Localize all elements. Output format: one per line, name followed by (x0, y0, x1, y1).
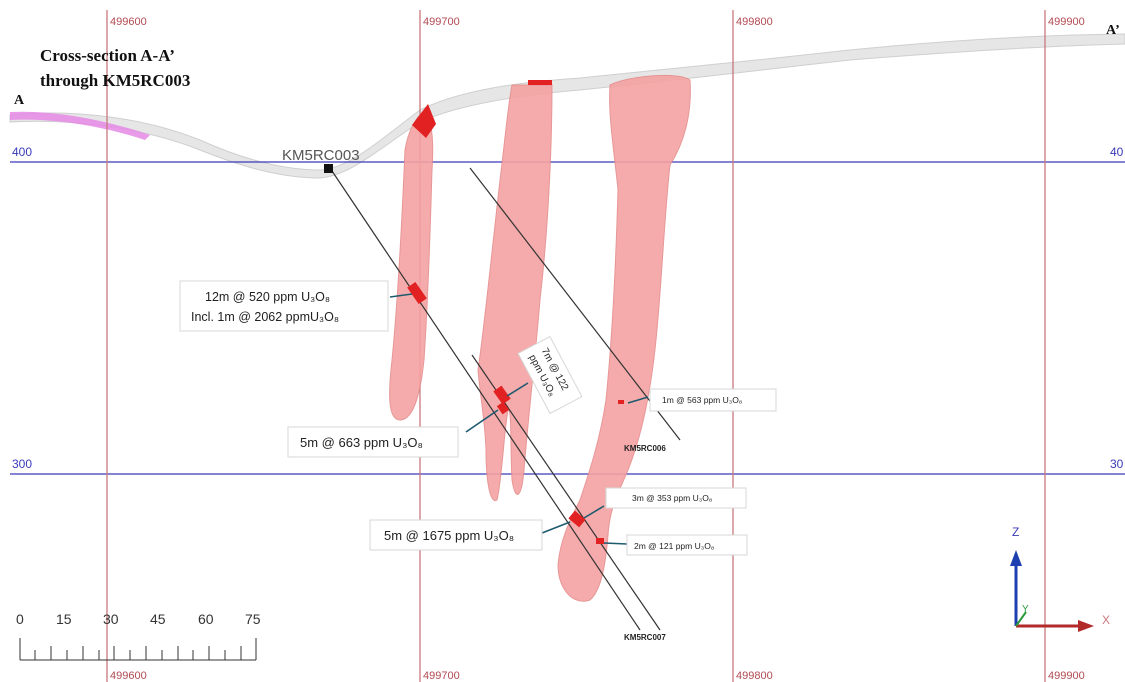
intercept-marker (496, 401, 510, 415)
high-grade-zone (412, 104, 436, 138)
section-end-label: A’ (1106, 23, 1120, 38)
elevation-label-300: 300 (12, 457, 32, 471)
easting-label-bottom: 499900 (1048, 670, 1085, 682)
section-start-label: A (14, 93, 25, 108)
svg-text:Incl. 1m @ 2062 ppmU₃O₈: Incl. 1m @ 2062 ppmU₃O₈ (191, 310, 339, 324)
mineralised-body-west (389, 109, 434, 421)
svg-text:2m @ 121 ppm U₃O₈: 2m @ 121 ppm U₃O₈ (634, 541, 715, 551)
intercept-callout: 2m @ 121 ppm U₃O₈ (626, 534, 748, 556)
intercept-marker (596, 538, 604, 544)
scale-label: 60 (198, 611, 214, 627)
collar-marker (324, 164, 333, 173)
topographic-surface (9, 33, 1125, 179)
surface-highlight (10, 111, 150, 140)
svg-text:5m @ 663 ppm U₃O₈: 5m @ 663 ppm U₃O₈ (300, 435, 423, 450)
mineralised-body-central (477, 84, 553, 502)
easting-label-top: 499900 (1048, 16, 1085, 28)
intercept-callout: 1m @ 563 ppm U₃O₈ (649, 388, 777, 412)
elevation-label-right-300: 30 (1110, 457, 1124, 471)
callout-arrow (583, 505, 605, 519)
scale-bar: 0 15 30 45 60 75 (16, 611, 261, 661)
callout-arrow (541, 521, 571, 534)
drillhole-label-km5rc006: KM5RC006 (624, 444, 666, 453)
easting-label-bottom: 499600 (110, 670, 147, 682)
intercept-marker (568, 510, 586, 528)
drillhole-trace-km5rc003 (329, 167, 641, 631)
elevation-label-400: 400 (12, 145, 32, 159)
scale-label: 15 (56, 611, 72, 627)
axis-y-label: Y (1022, 604, 1029, 615)
axis-z-label: Z (1012, 525, 1019, 539)
easting-label-top: 499700 (423, 16, 460, 28)
callout-arrow (465, 409, 499, 433)
callout-arrow (389, 293, 413, 298)
scale-label: 75 (245, 611, 261, 627)
scale-label: 45 (150, 611, 166, 627)
mineralised-body-east (557, 74, 691, 602)
intercept-callout: 3m @ 353 ppm U₃O₈ (605, 487, 747, 509)
axis-x-label: X (1102, 613, 1110, 627)
intercept-marker (407, 281, 427, 305)
diagram-title-line2: through KM5RC003 (40, 71, 190, 90)
diagram-title-line1: Cross-section A-A’ (40, 46, 175, 65)
intercept-callout: 5m @ 663 ppm U₃O₈ (287, 426, 459, 458)
svg-text:3m @ 353 ppm U₃O₈: 3m @ 353 ppm U₃O₈ (632, 493, 713, 503)
easting-label-bottom: 499800 (736, 670, 773, 682)
intercept-callout: 5m @ 1675 ppm U₃O₈ (369, 519, 543, 551)
svg-text:1m @ 563 ppm U₃O₈: 1m @ 563 ppm U₃O₈ (662, 395, 743, 405)
elevation-label-right-400: 40 (1110, 145, 1124, 159)
svg-text:12m @ 520 ppm U₃O₈: 12m @ 520 ppm U₃O₈ (205, 290, 330, 304)
collar-label: KM5RC003 (282, 147, 360, 164)
drillhole-label-km5rc007: KM5RC007 (624, 633, 666, 642)
intercept-marker (618, 400, 624, 404)
axis-triad: Z Y X (1010, 525, 1110, 632)
svg-text:5m @ 1675 ppm U₃O₈: 5m @ 1675 ppm U₃O₈ (384, 528, 514, 543)
intercept-callout: 12m @ 520 ppm U₃O₈ Incl. 1m @ 2062 ppmU₃… (179, 280, 389, 332)
callout-arrow (506, 382, 529, 397)
scale-label: 0 (16, 611, 24, 627)
easting-label-bottom: 499700 (423, 670, 460, 682)
easting-label-top: 499600 (110, 16, 147, 28)
drillhole-trace-km5rc006 (469, 167, 681, 441)
callout-arrow (603, 542, 628, 545)
easting-label-top: 499800 (736, 16, 773, 28)
scale-label: 30 (103, 611, 119, 627)
callout-arrow (627, 396, 649, 404)
high-grade-zone (528, 80, 552, 85)
intercept-marker (493, 385, 511, 405)
